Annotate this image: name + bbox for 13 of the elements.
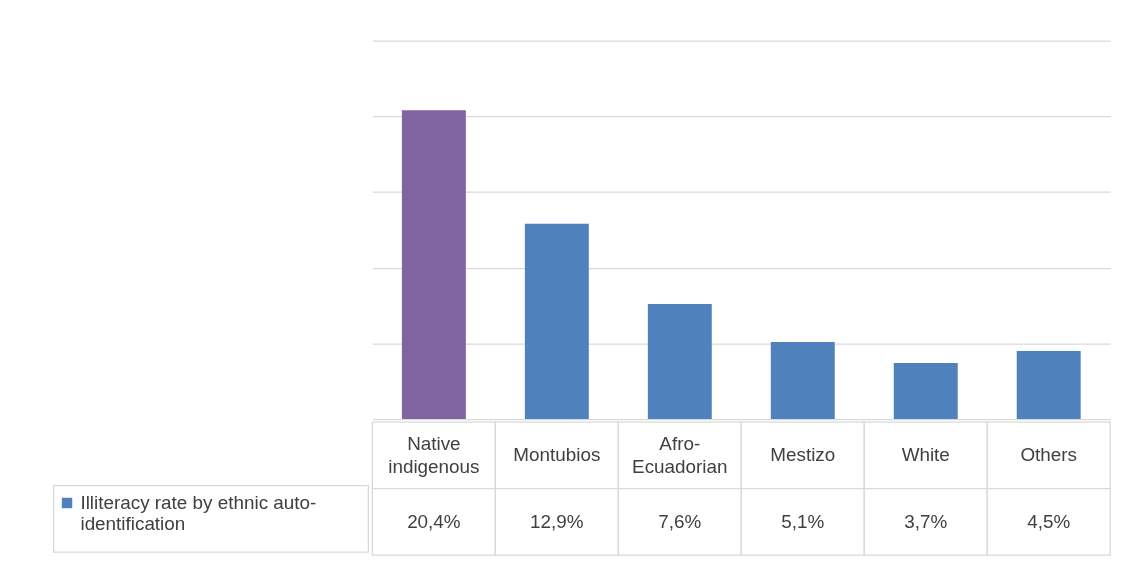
x-tick-label: Afro-Ecuadorian — [632, 432, 728, 477]
x-tick-label: Montubios — [513, 444, 601, 466]
data-label: 4,5% — [1027, 510, 1071, 532]
x-tick-label: Others — [1020, 444, 1078, 466]
data-label: 20,4% — [407, 510, 461, 532]
x-tick-label: Mestizo — [770, 444, 836, 466]
data-label: 7,6% — [658, 510, 702, 532]
data-label: 12,9% — [530, 510, 584, 532]
data-label: 3,7% — [904, 510, 948, 532]
legend-label: Illiteracy rate by ethnic auto-identification — [80, 491, 317, 534]
data-label: 5,1% — [781, 510, 825, 532]
x-tick-label: Native indigenous — [388, 432, 480, 477]
x-tick-label: White — [901, 444, 950, 466]
